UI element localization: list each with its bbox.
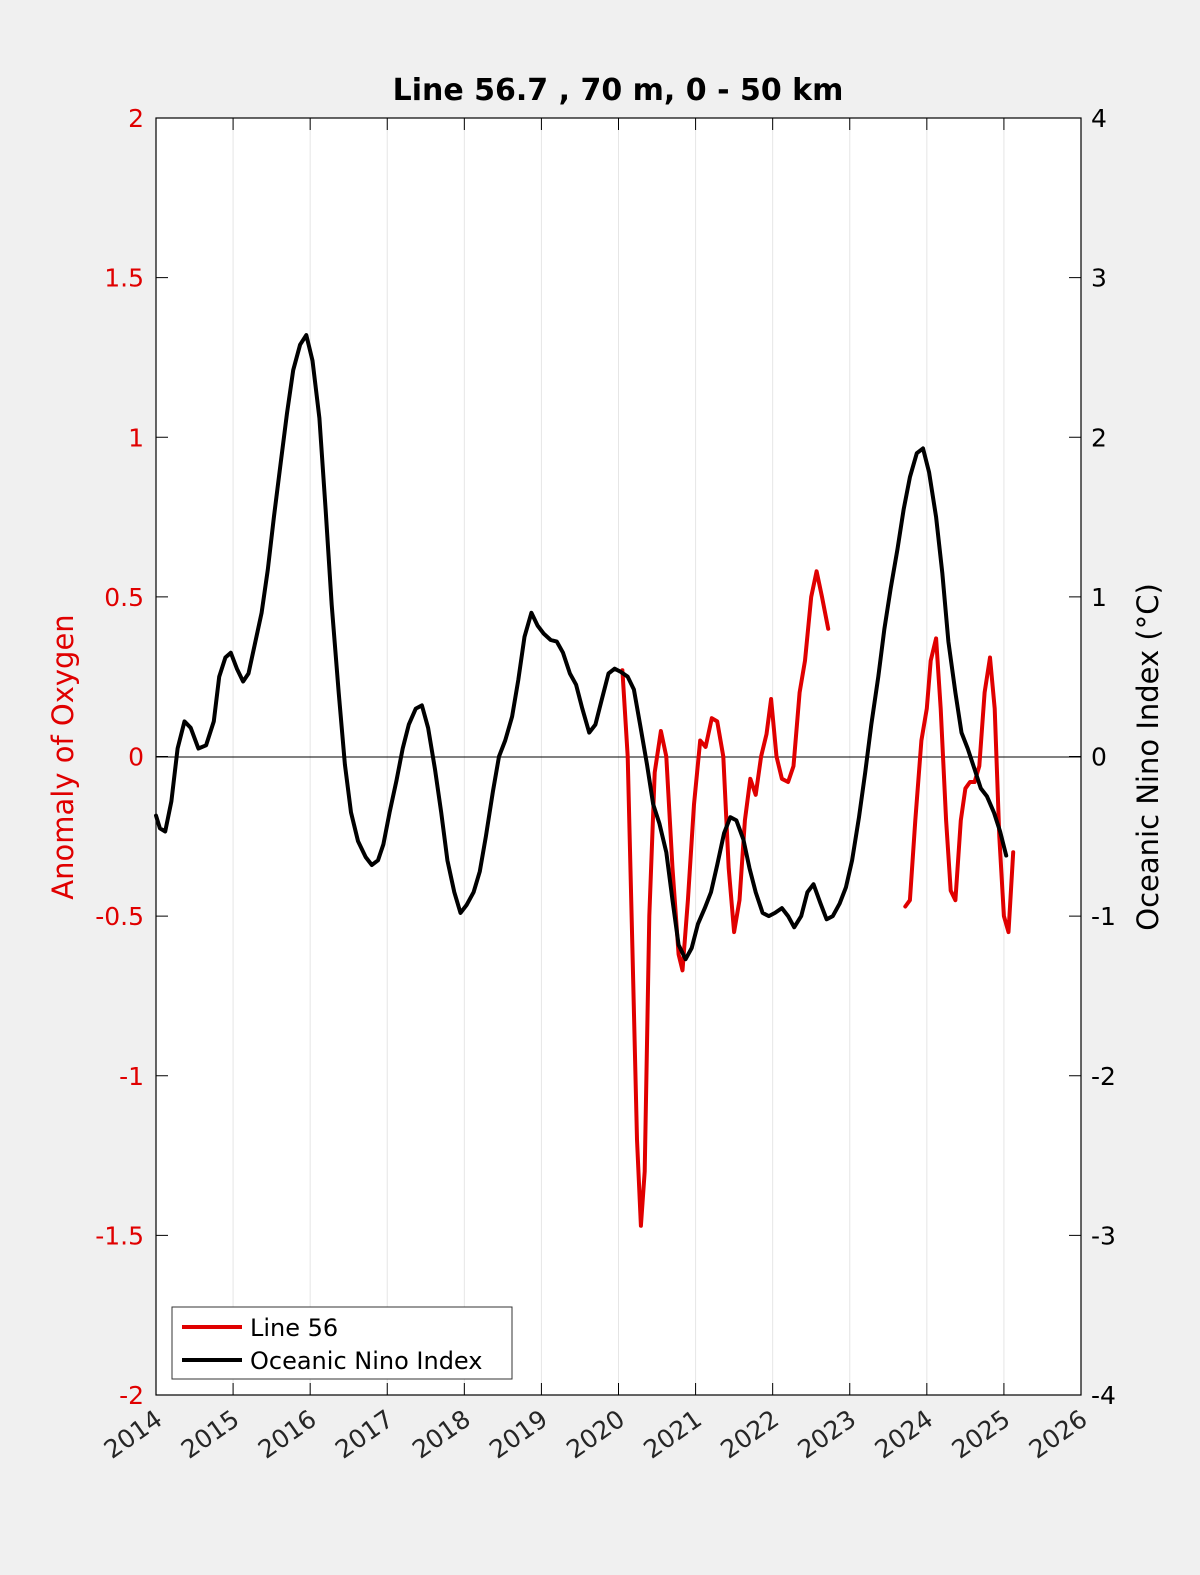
- legend-label-line-56: Line 56: [250, 1314, 338, 1342]
- y-right-tick-label: 4: [1091, 104, 1107, 133]
- legend: Line 56 Oceanic Nino Index: [171, 1306, 513, 1380]
- legend-box: [171, 1306, 513, 1380]
- y-left-tick-label: 0.5: [104, 583, 144, 612]
- x-tick-label: 2024: [870, 1404, 939, 1464]
- y-right-tick-label: 3: [1091, 264, 1107, 293]
- x-tick-label: 2023: [792, 1404, 861, 1464]
- y-left-tick-labels: 2 1.5 1 0.5 0 -0.5 -1 -1.5 -2: [95, 104, 144, 1410]
- x-tick-label: 2014: [99, 1404, 168, 1464]
- x-tick-label: 2016: [253, 1404, 322, 1464]
- x-tick-label: 2021: [638, 1404, 707, 1464]
- x-tick-label: 2018: [407, 1404, 476, 1464]
- y-axis-left-label: Anomaly of Oxygen: [46, 614, 80, 899]
- line-56-series-path-0: [620, 569, 831, 1228]
- x-tick-label: 2015: [176, 1404, 245, 1464]
- y-right-tick-label: -1: [1091, 902, 1116, 931]
- x-tick-label: 2017: [330, 1404, 399, 1464]
- oni-series-path-0: [154, 333, 1009, 962]
- y-right-tick-label: 1: [1091, 583, 1107, 612]
- x-tick-label: 2019: [484, 1404, 553, 1464]
- y-right-tick-label: 2: [1091, 423, 1107, 452]
- x-tick-label: 2022: [715, 1404, 784, 1464]
- y-right-tick-label: -4: [1091, 1381, 1116, 1410]
- y-left-tick-label: 1: [128, 423, 144, 452]
- y-left-tick-label: -1: [119, 1062, 144, 1091]
- x-tick-label: 2025: [947, 1404, 1016, 1464]
- chart-title: Line 56.7 , 70 m, 0 - 50 km: [393, 73, 844, 108]
- y-axis-right-label: Oceanic Nino Index (°C): [1131, 583, 1165, 931]
- y-left-tick-label: 1.5: [104, 264, 144, 293]
- y-left-tick-label: 0: [128, 743, 144, 772]
- y-right-tick-label: 0: [1091, 743, 1107, 772]
- line-56-series-path-1: [903, 636, 1016, 935]
- y-right-tick-labels: 4 3 2 1 0 -1 -2 -3 -4: [1091, 104, 1116, 1410]
- y-right-tick-label: -2: [1091, 1062, 1116, 1091]
- x-tick-labels: 2014 2015 2016 2017 2018 2019 2020 2021 2022 2023…: [99, 1404, 1093, 1464]
- y-left-tick-label: -2: [119, 1381, 144, 1410]
- y-left-tick-label: 2: [128, 104, 144, 133]
- x-tick-label: 2020: [561, 1404, 630, 1464]
- y-left-tick-label: -0.5: [95, 902, 144, 931]
- y-right-tick-label: -3: [1091, 1221, 1116, 1250]
- axis-ticks: [155, 117, 1082, 1396]
- x-tick-label: 2026: [1024, 1404, 1093, 1464]
- legend-label-oni: Oceanic Nino Index: [250, 1347, 482, 1375]
- y-left-tick-label: -1.5: [95, 1221, 144, 1250]
- series-lines: [154, 333, 1016, 1228]
